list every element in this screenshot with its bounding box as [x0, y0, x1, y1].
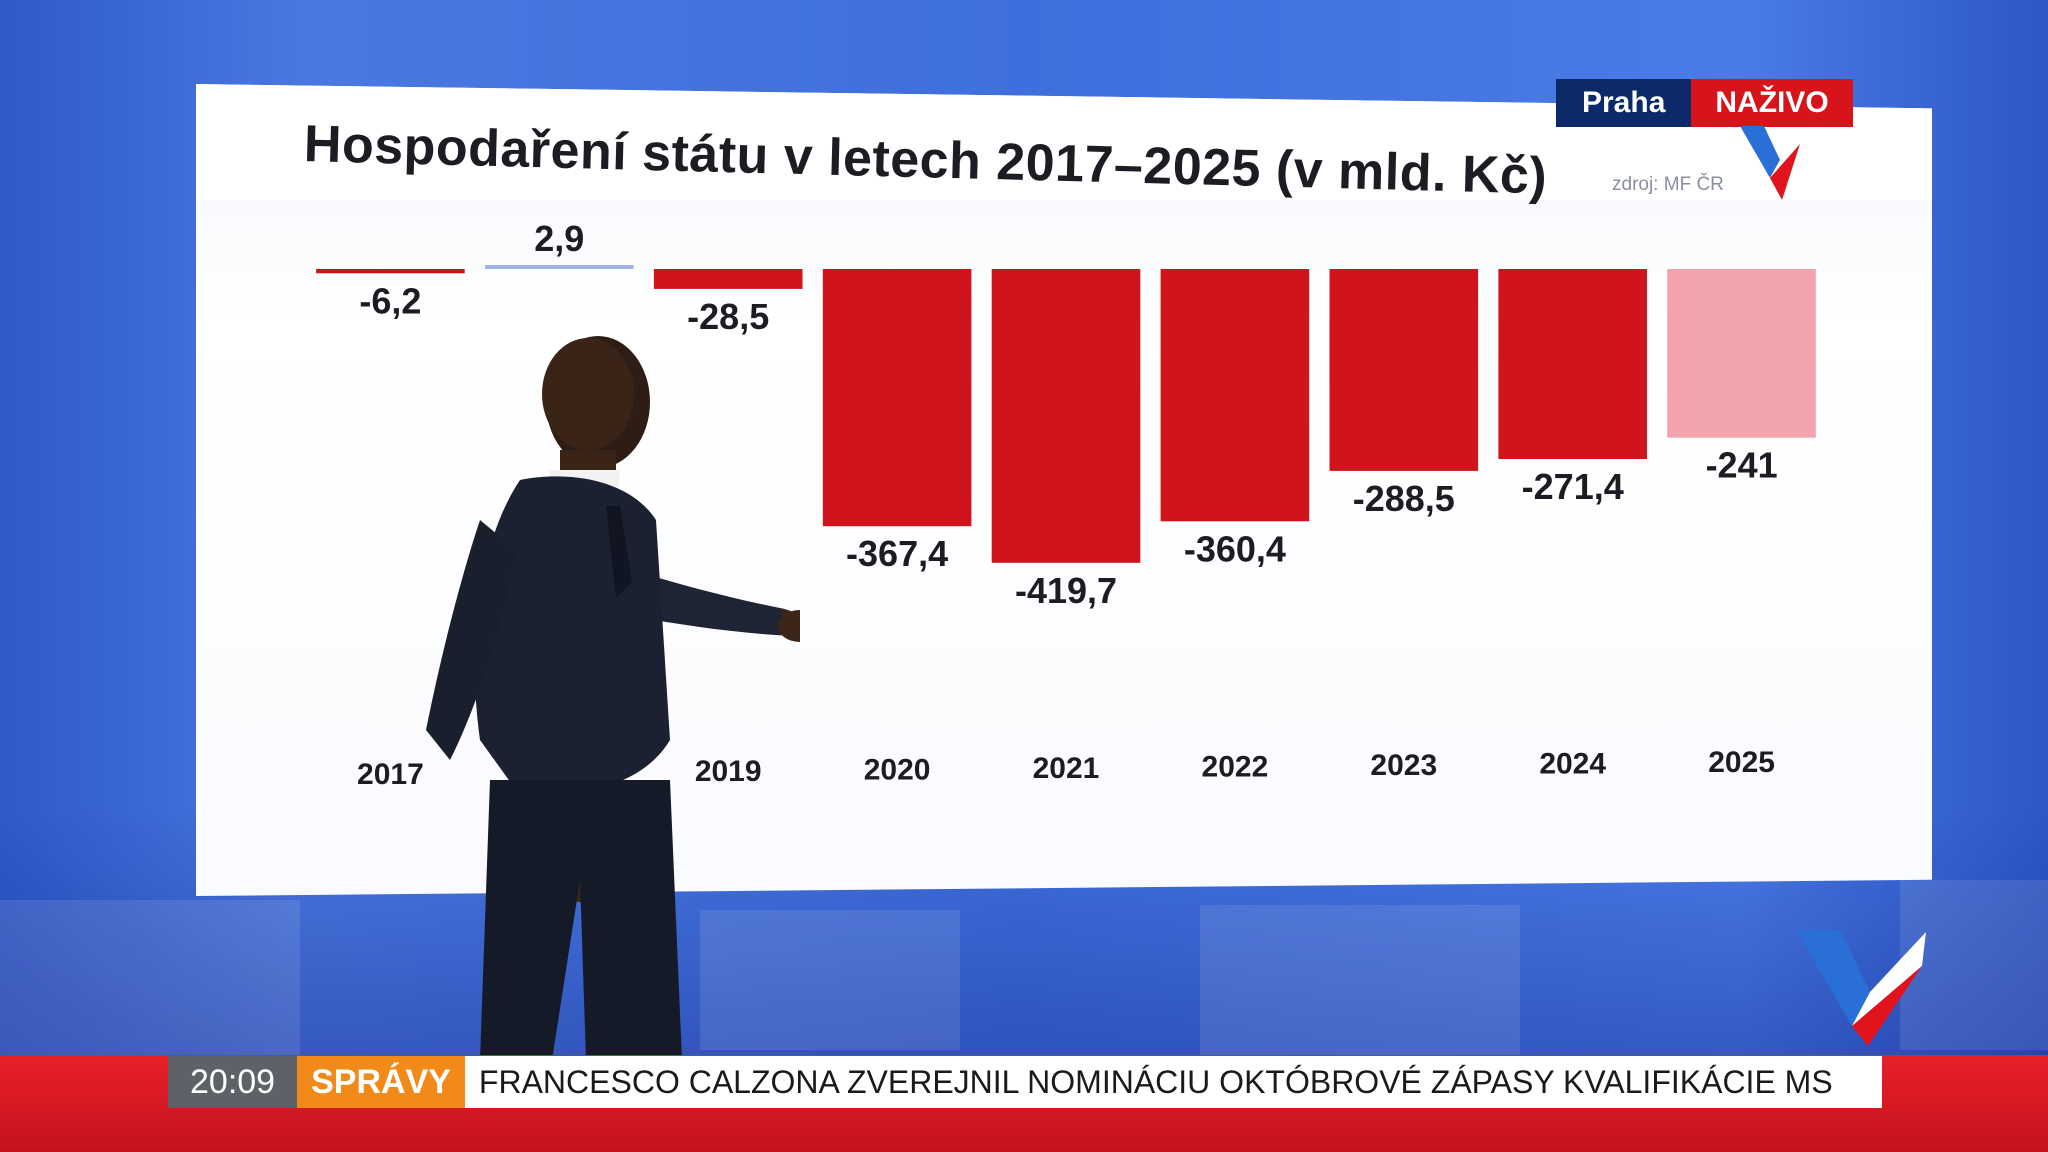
live-tag-label: NAŽIVO [1691, 79, 1853, 127]
news-ticker: 20:09 SPRÁVY FRANCESCO CALZONA ZVEREJNIL… [168, 1056, 1882, 1108]
floor-tile [1900, 880, 2048, 1050]
year-label-2025: 2025 [1708, 746, 1775, 779]
year-label-2021: 2021 [1033, 752, 1100, 785]
ticker-clock: 20:09 [168, 1056, 298, 1108]
bar-chart: -6,220172,92018-28,52019-367,42020-419,7… [316, 218, 1816, 791]
ticker-headline: FRANCESCO CALZONA ZVEREJNIL NOMINÁCIU OK… [478, 1064, 1833, 1100]
presenter-figure [426, 336, 800, 1060]
bar-2019 [653, 269, 803, 289]
year-label-2024: 2024 [1539, 748, 1606, 781]
bar-2021 [991, 269, 1141, 563]
bar-2022 [1160, 269, 1310, 522]
bar-2023 [1329, 269, 1479, 471]
channel-logo-icon [1740, 126, 1800, 200]
value-label-2020: -367,4 [846, 533, 948, 574]
year-label-2023: 2023 [1370, 749, 1437, 782]
year-label-2017: 2017 [357, 758, 424, 791]
bar-2025 [1667, 269, 1816, 438]
value-label-2022: -360,4 [1184, 528, 1286, 569]
live-badge: Praha NAŽIVO [1556, 79, 1853, 127]
floor-tile [700, 910, 960, 1050]
bar-2017 [316, 269, 465, 274]
value-label-2023: -288,5 [1353, 478, 1455, 519]
value-label-2021: -419,7 [1015, 570, 1117, 611]
value-label-2019: -28,5 [687, 296, 769, 337]
year-label-2022: 2022 [1202, 751, 1269, 784]
live-city-label: Praha [1556, 79, 1692, 127]
year-label-2019: 2019 [695, 755, 762, 788]
floor-tile [0, 900, 300, 1060]
ticker-section-label: SPRÁVY [297, 1056, 465, 1108]
source-label: zdroj: MF ČR [1612, 174, 1724, 195]
bar-2020 [822, 269, 972, 527]
year-label-2020: 2020 [864, 754, 931, 787]
bar-2024 [1498, 269, 1647, 459]
value-label-2024: -271,4 [1522, 466, 1624, 507]
value-label-2017: -6,2 [359, 280, 421, 321]
value-label-2018: 2,9 [534, 218, 584, 259]
bar-2018 [485, 265, 634, 269]
floor-tile [1200, 905, 1520, 1055]
value-label-2025: -241 [1706, 445, 1778, 486]
channel-logo-icon [1796, 930, 1926, 1046]
